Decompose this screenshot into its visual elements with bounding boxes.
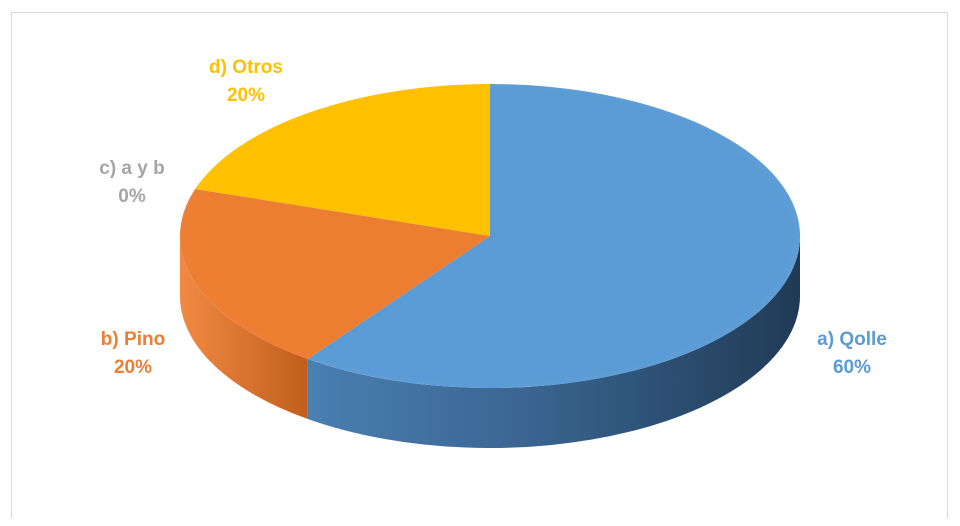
pie-top-highlight xyxy=(180,84,800,388)
data-label-qolle: a) Qolle 60% xyxy=(817,326,887,382)
pie-side-b-pino xyxy=(180,236,308,419)
label-percent: 0% xyxy=(118,186,146,207)
label-category: b) Pino xyxy=(100,329,166,350)
label-percent: 60% xyxy=(832,357,872,378)
label-category: d) Otros xyxy=(209,57,283,78)
label-category: a) Qolle xyxy=(817,329,887,350)
data-label-pino: b) Pino 20% xyxy=(101,326,165,382)
label-percent: 20% xyxy=(113,357,153,378)
pie-side-a-qolle xyxy=(307,236,800,448)
label-percent: 20% xyxy=(226,85,266,106)
label-category: c) a y b xyxy=(99,158,165,179)
data-label-a-y-b: c) a y b 0% xyxy=(99,155,164,211)
data-label-otros: d) Otros 20% xyxy=(209,54,283,110)
